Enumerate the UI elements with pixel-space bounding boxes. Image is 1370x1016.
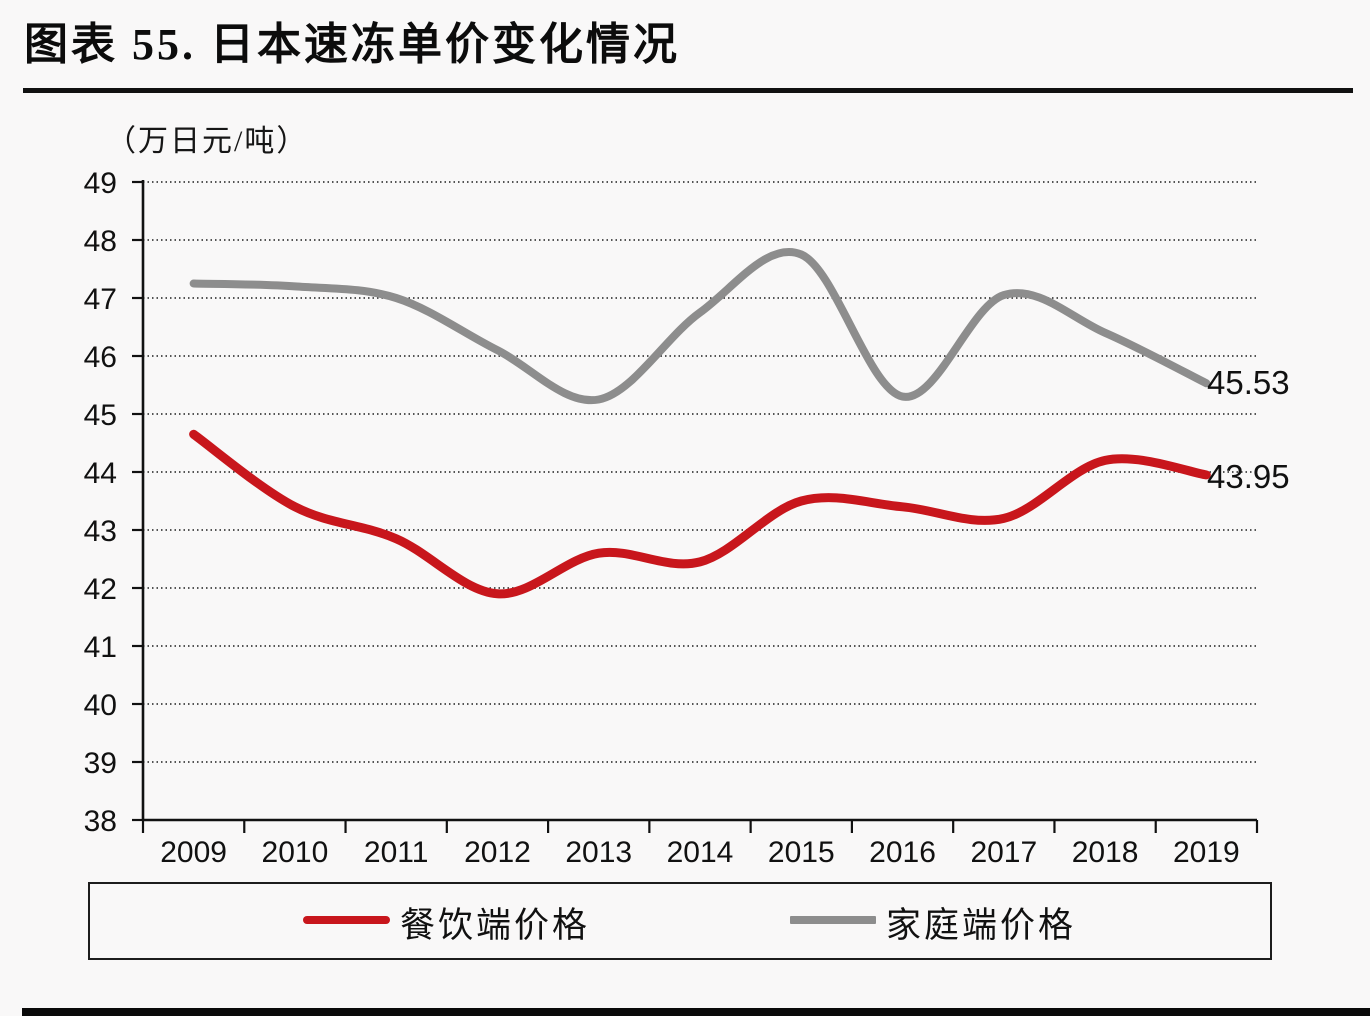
y-tick-label-44: 44 [84, 457, 117, 490]
chart-title: 图表 55. 日本速冻单价变化情况 [24, 20, 680, 69]
y-tick-label-46: 46 [84, 341, 117, 374]
page-bottom-divider [22, 1008, 1370, 1016]
y-tick-label-43: 43 [84, 515, 117, 548]
legend-box [88, 882, 1272, 960]
x-tick-label-2009: 2009 [160, 836, 227, 869]
y-tick-label-48: 48 [84, 225, 117, 258]
data-label-restaurant-2019: 43.95 [1207, 458, 1290, 495]
x-tick-label-2019: 2019 [1173, 836, 1240, 869]
y-tick-label-42: 42 [84, 573, 117, 606]
x-tick-label-2018: 2018 [1072, 836, 1139, 869]
y-tick-label-45: 45 [84, 399, 117, 432]
x-tick-label-2016: 2016 [869, 836, 936, 869]
y-tick-label-49: 49 [84, 167, 117, 200]
x-tick-label-2012: 2012 [464, 836, 531, 869]
legend-swatch-household [790, 916, 876, 924]
title-divider [23, 88, 1353, 93]
x-tick-label-2013: 2013 [565, 836, 632, 869]
data-label-household-2019: 45.53 [1207, 364, 1290, 401]
y-axis-unit-label: （万日元/吨） [106, 125, 309, 158]
legend-label-household: 家庭端价格 [886, 906, 1077, 945]
y-tick-label-39: 39 [84, 747, 117, 780]
x-tick-label-2011: 2011 [364, 836, 429, 869]
x-tick-label-2017: 2017 [970, 836, 1037, 869]
legend-label-restaurant: 餐饮端价格 [400, 906, 591, 945]
x-tick-label-2010: 2010 [262, 836, 329, 869]
y-tick-label-41: 41 [84, 631, 117, 664]
legend-swatch-restaurant [303, 916, 390, 924]
y-tick-label-47: 47 [84, 283, 117, 316]
y-tick-label-40: 40 [84, 689, 117, 722]
series-line-家庭端价格 [189, 248, 1211, 405]
x-tick-label-2014: 2014 [667, 836, 734, 869]
y-tick-label-38: 38 [84, 805, 117, 838]
x-tick-label-2015: 2015 [768, 836, 835, 869]
series-line-餐饮端价格 [189, 429, 1211, 599]
